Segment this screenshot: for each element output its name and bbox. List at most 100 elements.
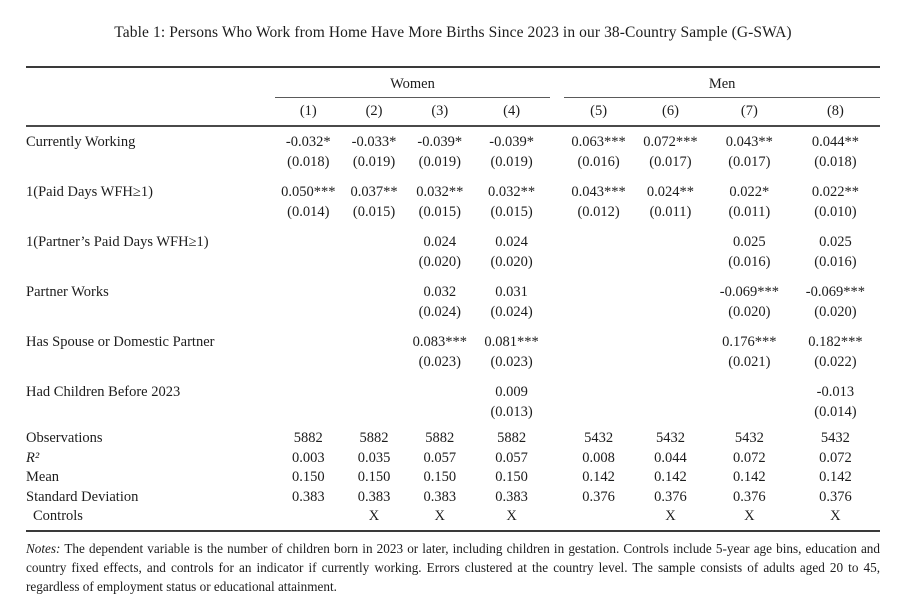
coef-cell: -0.039* (489, 134, 534, 150)
coef-cell (564, 227, 633, 252)
se-cell: (0.021) (728, 354, 771, 370)
column-spacer (550, 468, 564, 488)
se-cell: (0.016) (728, 254, 771, 270)
se-cell: (0.023) (490, 354, 533, 370)
column-spacer (550, 202, 564, 227)
stat-cell: 5432 (584, 430, 614, 446)
se-cell: (0.020) (490, 254, 533, 270)
se-cell: (0.011) (728, 204, 771, 220)
se-cell: (0.014) (814, 404, 857, 420)
coef-cell: 0.043*** (571, 184, 626, 200)
coef-cell: 0.031 (495, 284, 528, 300)
column-spacer (550, 327, 564, 352)
se-cell (633, 302, 708, 327)
column-header-2: (2) (341, 97, 407, 127)
se-cell (342, 252, 407, 277)
stat-cell: 0.035 (357, 449, 391, 466)
se-cell (564, 352, 633, 377)
stat-cell: 0.383 (423, 488, 457, 505)
se-cell: (0.020) (728, 304, 771, 320)
stat-row-standard-deviation: Standard Deviation 0.383 0.383 0.383 0.3… (26, 488, 880, 508)
row-label: 1(Partner’s Paid Days WFH≥1) (26, 234, 209, 250)
notes-text: The dependent variable is the number of … (26, 540, 880, 594)
se-cell: (0.020) (418, 254, 461, 270)
table-row-se: (0.018) (0.019) (0.019) (0.019) (0.016) … (26, 152, 880, 177)
regression-table: Women Men (1) (2) (3) (4) (5) (6) (7) (8… (26, 66, 880, 532)
table-row-se: (0.014) (0.015) (0.015) (0.015) (0.012) … (26, 202, 880, 227)
se-cell (633, 352, 708, 377)
coef-cell (342, 327, 407, 352)
stat-cell: 0.072 (733, 449, 766, 466)
table-row-coef: Currently Working -0.032* -0.033* -0.039… (26, 126, 880, 152)
se-cell: (0.014) (287, 204, 330, 220)
stat-cell: X (633, 507, 708, 532)
se-cell (633, 252, 708, 277)
table-row-coef: Has Spouse or Domestic Partner 0.083*** … (26, 327, 880, 352)
se-cell: (0.019) (352, 154, 396, 170)
coef-cell (564, 377, 633, 402)
stat-cell: X (406, 507, 474, 532)
se-cell: (0.024) (490, 304, 533, 320)
coef-cell: 0.025 (819, 234, 852, 250)
coef-cell: 0.022** (811, 184, 859, 200)
stat-cell: 0.072 (819, 449, 852, 466)
coef-cell (708, 377, 791, 402)
se-cell: (0.018) (287, 154, 330, 170)
group-header-men: Men (564, 67, 880, 98)
coef-cell: 0.032** (488, 184, 536, 200)
coef-cell: 0.176*** (722, 334, 777, 350)
column-spacer (550, 449, 564, 469)
column-header-5: (5) (564, 97, 634, 127)
table-row-coef: Partner Works 0.032 0.031 -0.069*** -0.0… (26, 277, 880, 302)
coef-cell (342, 277, 407, 302)
se-cell: (0.022) (814, 354, 857, 370)
coef-cell: 0.063*** (571, 134, 626, 150)
column-spacer (550, 126, 564, 152)
stat-cell: 0.383 (357, 488, 391, 505)
se-cell (275, 252, 342, 277)
coef-cell: -0.032* (285, 134, 331, 150)
table-notes: Notes: The dependent variable is the num… (26, 539, 880, 596)
stat-cell: 5882 (497, 430, 527, 446)
coef-cell: 0.024 (423, 234, 457, 250)
se-cell: (0.017) (649, 154, 692, 170)
column-header-7: (7) (707, 97, 791, 127)
coef-cell: -0.039* (417, 134, 463, 150)
se-cell (275, 302, 342, 327)
stat-cell: 5432 (655, 430, 685, 446)
stat-cell: 0.142 (819, 469, 852, 485)
stat-cell: 0.044 (654, 449, 687, 466)
stat-cell: 0.142 (582, 469, 615, 485)
coef-cell (275, 377, 342, 402)
stat-cell: 5882 (293, 430, 323, 446)
table-row-coef: 1(Paid Days WFH≥1) 0.050*** 0.037** 0.03… (26, 177, 880, 202)
se-cell (564, 252, 633, 277)
se-cell (708, 402, 791, 427)
column-spacer (550, 302, 564, 327)
stat-cell: 0.150 (423, 469, 457, 485)
se-cell: (0.013) (490, 404, 533, 420)
stat-cell: 0.057 (495, 449, 528, 466)
column-spacer (550, 352, 564, 377)
stat-cell: 0.057 (423, 449, 457, 466)
se-cell (275, 402, 342, 427)
table-row-se: (0.023) (0.023) (0.021) (0.022) (26, 352, 880, 377)
se-cell (564, 402, 633, 427)
coef-cell (633, 377, 708, 402)
column-spacer (550, 488, 564, 508)
column-header-3: (3) (406, 97, 474, 127)
column-spacer (550, 177, 564, 202)
empty-label-cell (26, 302, 275, 327)
se-cell (342, 402, 407, 427)
coef-cell (275, 327, 342, 352)
coef-cell: 0.009 (495, 384, 528, 400)
stat-label: R² (26, 449, 40, 466)
se-cell: (0.012) (577, 204, 620, 220)
se-cell: (0.017) (728, 154, 771, 170)
coef-cell (633, 227, 708, 252)
empty-label-cell (26, 352, 275, 377)
coef-cell: 0.025 (733, 234, 766, 250)
row-label: 1(Paid Days WFH≥1) (26, 184, 153, 200)
se-cell: (0.015) (490, 204, 533, 220)
coef-cell (564, 327, 633, 352)
